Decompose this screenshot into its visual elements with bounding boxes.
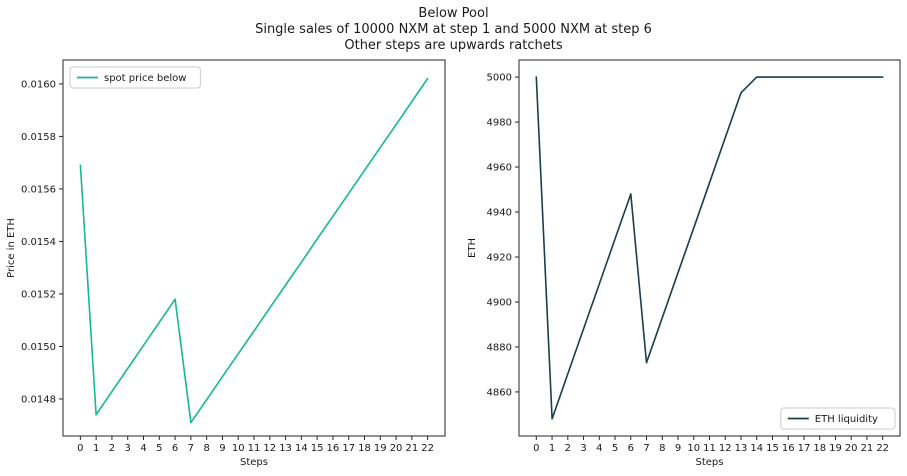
spot-price-below-yaxis-label: Price in ETH [6, 218, 17, 278]
spot-price-below-xtick-label: 22 [421, 443, 434, 454]
spot-price-below-xtick-label: 14 [295, 443, 308, 454]
spot-price-below-ytick-label: 0.0150 [21, 342, 56, 353]
eth-liquidity-xtick-label: 1 [549, 443, 555, 454]
eth-liquidity-ytick-label: 5000 [487, 73, 512, 84]
figure-title-line-3: Other steps are upwards ratchets [344, 38, 563, 53]
spot-price-below-xtick-label: 0 [77, 443, 83, 454]
spot-price-below-xtick-label: 4 [140, 443, 146, 454]
eth-liquidity-ytick-label: 4860 [487, 387, 512, 398]
eth-liquidity-xtick-label: 16 [782, 443, 795, 454]
eth-liquidity-plot-border [518, 59, 901, 437]
figure-title-line-2: Single sales of 10000 NXM at step 1 and … [255, 22, 652, 37]
spot-price-below-xaxis-label: Steps [240, 457, 268, 468]
eth-liquidity-legend-label: ETH liquidity [815, 414, 878, 425]
spot-price-below-legend-box [69, 66, 201, 89]
spot-price-below-xtick-label: 11 [248, 443, 261, 454]
spot-price-below-xtick-label: 18 [358, 443, 371, 454]
eth-liquidity-xtick-label: 10 [687, 443, 700, 454]
spot-price-below-ytick-label: 0.0152 [21, 289, 56, 300]
eth-liquidity-line [535, 76, 884, 420]
eth-liquidity-ytick-label: 4920 [487, 252, 512, 263]
eth-liquidity-xtick-label: 11 [703, 443, 716, 454]
spot-price-below-xtick-label: 21 [405, 443, 418, 454]
eth-liquidity-xtick-label: 0 [533, 443, 539, 454]
spot-price-below-xtick-label: 7 [188, 443, 194, 454]
spot-price-below-xtick-label: 5 [156, 443, 162, 454]
eth-liquidity-ytick-label: 4900 [487, 297, 512, 308]
spot-price-below-xtick-label: 15 [311, 443, 324, 454]
spot-price-below-ytick-label: 0.0148 [21, 394, 56, 405]
eth-liquidity-xtick-label: 2 [565, 443, 571, 454]
eth-liquidity-xtick-label: 19 [829, 443, 842, 454]
spot-price-below-xtick-label: 1 [93, 443, 99, 454]
eth-liquidity-xtick-label: 5 [612, 443, 618, 454]
spot-price-below-ytick-label: 0.0158 [21, 132, 56, 143]
spot-price-below-xtick-label: 13 [279, 443, 292, 454]
spot-price-below-xtick-label: 12 [263, 443, 276, 454]
eth-liquidity-legend-box [780, 407, 896, 430]
eth-liquidity-xtick-label: 20 [845, 443, 858, 454]
spot-price-below-xtick-label: 17 [342, 443, 355, 454]
spot-price-below-xtick-label: 10 [232, 443, 245, 454]
eth-liquidity-xtick-label: 13 [735, 443, 748, 454]
spot-price-below-xtick-label: 19 [374, 443, 387, 454]
eth-liquidity-ytick-label: 4980 [487, 118, 512, 129]
figure-title: Below Pool Single sales of 10000 NXM at … [0, 6, 907, 54]
eth-liquidity-xtick-label: 9 [675, 443, 681, 454]
spot-price-below-xtick-label: 8 [203, 443, 209, 454]
spot-price-below-ytick-label: 0.0154 [21, 237, 56, 248]
spot-price-below-xtick-label: 16 [327, 443, 340, 454]
spot-price-below-legend-label: spot price below [104, 73, 186, 84]
spot-price-below-xtick-label: 3 [125, 443, 131, 454]
spot-price-below-ytick-label: 0.0160 [21, 79, 56, 90]
eth-liquidity-xtick-label: 12 [719, 443, 732, 454]
eth-liquidity-xtick-label: 22 [876, 443, 889, 454]
eth-liquidity-ytick-label: 4940 [487, 208, 512, 219]
eth-liquidity-yaxis-label: ETH [467, 238, 478, 258]
eth-liquidity-xtick-label: 6 [628, 443, 634, 454]
spot-price-below-xtick-label: 9 [219, 443, 225, 454]
eth-liquidity-xtick-label: 21 [861, 443, 874, 454]
eth-liquidity-xtick-label: 17 [798, 443, 811, 454]
figure-title-line-1: Below Pool [418, 6, 489, 21]
spot-price-below-ytick-label: 0.0156 [21, 184, 56, 195]
eth-liquidity-xtick-label: 3 [580, 443, 586, 454]
eth-liquidity-ytick-label: 4880 [487, 342, 512, 353]
eth-liquidity-xtick-label: 4 [596, 443, 602, 454]
eth-liquidity-xtick-label: 8 [659, 443, 665, 454]
eth-liquidity-xtick-label: 14 [750, 443, 763, 454]
spot-price-below-xtick-label: 20 [390, 443, 403, 454]
spot-price-below-xtick-label: 6 [172, 443, 178, 454]
spot-price-below-line [79, 77, 429, 424]
eth-liquidity-xtick-label: 15 [766, 443, 779, 454]
eth-liquidity-xtick-label: 18 [813, 443, 826, 454]
eth-liquidity-xtick-label: 7 [643, 443, 649, 454]
eth-liquidity-ytick-label: 4960 [487, 163, 512, 174]
spot-price-below-xtick-label: 2 [109, 443, 115, 454]
eth-liquidity-xaxis-label: Steps [696, 457, 724, 468]
